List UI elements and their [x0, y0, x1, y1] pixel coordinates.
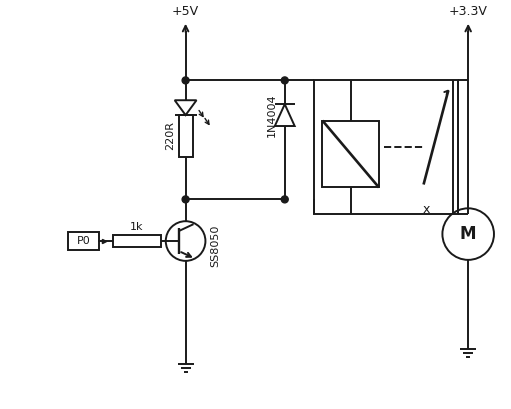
Text: 220R: 220R: [165, 121, 175, 151]
Text: +3.3V: +3.3V: [449, 5, 487, 18]
Circle shape: [281, 77, 288, 84]
Text: +5V: +5V: [172, 5, 199, 18]
Text: 1k: 1k: [130, 222, 144, 231]
Bar: [113, 235, 161, 247]
Bar: [179, 115, 193, 157]
Bar: [67, 232, 99, 250]
Text: 1N4004: 1N4004: [267, 93, 277, 137]
Circle shape: [182, 196, 189, 203]
Text: M: M: [460, 225, 476, 243]
Text: x: x: [423, 203, 430, 216]
Circle shape: [281, 196, 288, 203]
Bar: [314, 81, 458, 214]
Text: SS8050: SS8050: [211, 225, 220, 267]
Circle shape: [182, 77, 189, 84]
Text: P0: P0: [77, 236, 90, 246]
Bar: [322, 121, 379, 187]
